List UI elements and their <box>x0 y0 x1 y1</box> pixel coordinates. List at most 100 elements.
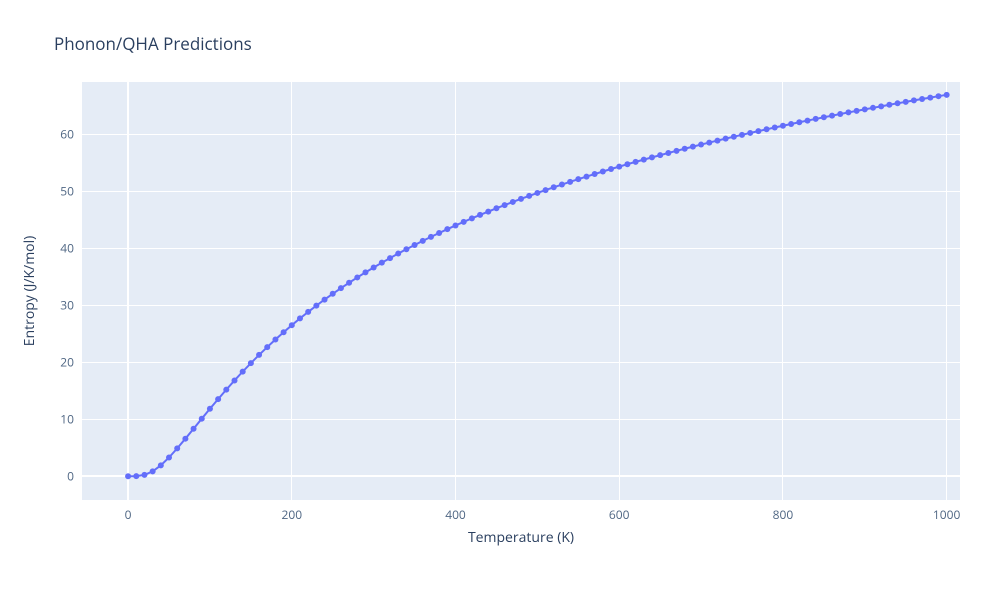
series-marker[interactable] <box>895 100 901 106</box>
series-marker[interactable] <box>927 95 933 101</box>
series-marker[interactable] <box>191 426 197 432</box>
series-marker[interactable] <box>207 406 213 412</box>
series-marker[interactable] <box>174 445 180 451</box>
series-marker[interactable] <box>330 291 336 297</box>
series-marker[interactable] <box>821 114 827 120</box>
series-marker[interactable] <box>935 93 941 99</box>
series-marker[interactable] <box>256 352 262 358</box>
series-marker[interactable] <box>854 108 860 114</box>
series-marker[interactable] <box>215 396 221 402</box>
series-marker[interactable] <box>305 309 311 315</box>
series-marker[interactable] <box>338 285 344 291</box>
series-marker[interactable] <box>461 219 467 225</box>
series-marker[interactable] <box>534 190 540 196</box>
series-marker[interactable] <box>322 297 328 303</box>
series-marker[interactable] <box>412 242 418 248</box>
series-marker[interactable] <box>633 159 639 165</box>
series-marker[interactable] <box>469 215 475 221</box>
series-marker[interactable] <box>133 473 139 479</box>
series-marker[interactable] <box>706 140 712 146</box>
series-marker[interactable] <box>714 138 720 144</box>
series-marker[interactable] <box>485 209 491 215</box>
series-marker[interactable] <box>223 387 229 393</box>
series-marker[interactable] <box>379 260 385 266</box>
series-marker[interactable] <box>780 123 786 129</box>
series-marker[interactable] <box>371 264 377 270</box>
series-marker[interactable] <box>297 315 303 321</box>
series-marker[interactable] <box>723 136 729 142</box>
series-marker[interactable] <box>477 212 483 218</box>
series-marker[interactable] <box>150 468 156 474</box>
series-marker[interactable] <box>428 234 434 240</box>
series-marker[interactable] <box>911 97 917 103</box>
series-marker[interactable] <box>616 164 622 170</box>
series-marker[interactable] <box>444 226 450 232</box>
series-marker[interactable] <box>903 99 909 105</box>
series-marker[interactable] <box>125 473 131 479</box>
series-marker[interactable] <box>510 199 516 205</box>
series-marker[interactable] <box>272 336 278 342</box>
series-marker[interactable] <box>526 193 532 199</box>
series-marker[interactable] <box>870 105 876 111</box>
series-marker[interactable] <box>919 96 925 102</box>
series-marker[interactable] <box>158 462 164 468</box>
series-marker[interactable] <box>796 119 802 125</box>
series-marker[interactable] <box>387 255 393 261</box>
series-marker[interactable] <box>420 238 426 244</box>
series-marker[interactable] <box>944 92 950 98</box>
series-marker[interactable] <box>600 169 606 175</box>
series-marker[interactable] <box>731 134 737 140</box>
series-marker[interactable] <box>665 150 671 156</box>
series-marker[interactable] <box>624 161 630 167</box>
series-marker[interactable] <box>878 103 884 109</box>
series-marker[interactable] <box>649 154 655 160</box>
series-marker[interactable] <box>518 196 524 202</box>
series-marker[interactable] <box>281 329 287 335</box>
series-marker[interactable] <box>805 118 811 124</box>
series-marker[interactable] <box>313 303 319 309</box>
series-marker[interactable] <box>682 146 688 152</box>
series-marker[interactable] <box>845 109 851 115</box>
series-marker[interactable] <box>862 106 868 112</box>
series-marker[interactable] <box>747 130 753 136</box>
plot-area[interactable] <box>82 82 960 500</box>
series-marker[interactable] <box>674 148 680 154</box>
series-marker[interactable] <box>592 171 598 177</box>
series-marker[interactable] <box>248 360 254 366</box>
series-marker[interactable] <box>690 144 696 150</box>
series-marker[interactable] <box>764 126 770 132</box>
series-marker[interactable] <box>886 102 892 108</box>
series-marker[interactable] <box>813 116 819 122</box>
series-marker[interactable] <box>182 436 188 442</box>
series-marker[interactable] <box>837 111 843 117</box>
series-marker[interactable] <box>575 176 581 182</box>
series-marker[interactable] <box>551 184 557 190</box>
series-marker[interactable] <box>199 416 205 422</box>
series-marker[interactable] <box>755 128 761 134</box>
series-marker[interactable] <box>453 222 459 228</box>
series-marker[interactable] <box>232 377 238 383</box>
series-marker[interactable] <box>403 246 409 252</box>
series-marker[interactable] <box>772 125 778 131</box>
series-marker[interactable] <box>739 132 745 138</box>
series-marker[interactable] <box>583 174 589 180</box>
series-marker[interactable] <box>502 202 508 208</box>
entropy-series[interactable] <box>82 82 960 500</box>
series-marker[interactable] <box>543 187 549 193</box>
series-marker[interactable] <box>141 472 147 478</box>
series-marker[interactable] <box>240 369 246 375</box>
series-marker[interactable] <box>698 142 704 148</box>
series-marker[interactable] <box>493 205 499 211</box>
series-marker[interactable] <box>264 344 270 350</box>
series-marker[interactable] <box>608 166 614 172</box>
series-marker[interactable] <box>354 274 360 280</box>
series-marker[interactable] <box>567 179 573 185</box>
series-marker[interactable] <box>289 322 295 328</box>
series-marker[interactable] <box>346 280 352 286</box>
series-marker[interactable] <box>657 152 663 158</box>
series-marker[interactable] <box>362 269 368 275</box>
series-marker[interactable] <box>166 454 172 460</box>
series-marker[interactable] <box>788 121 794 127</box>
series-marker[interactable] <box>641 157 647 163</box>
series-marker[interactable] <box>395 251 401 257</box>
